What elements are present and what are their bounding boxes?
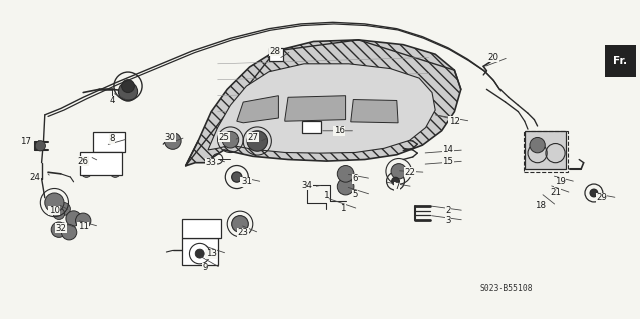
Text: 19: 19	[555, 177, 565, 186]
Circle shape	[82, 156, 91, 165]
Circle shape	[76, 213, 91, 228]
Text: Fr.: Fr.	[613, 56, 627, 66]
Text: 18: 18	[535, 201, 547, 210]
FancyBboxPatch shape	[605, 45, 636, 77]
Text: 14: 14	[442, 145, 454, 154]
Bar	[93, 132, 125, 152]
Circle shape	[111, 156, 120, 165]
Text: 34: 34	[301, 181, 313, 189]
Text: 17: 17	[20, 137, 31, 146]
Text: 16: 16	[333, 126, 345, 135]
Polygon shape	[237, 96, 278, 123]
Polygon shape	[351, 100, 398, 123]
Text: 31: 31	[241, 177, 252, 186]
Text: 22: 22	[404, 168, 415, 177]
Text: 2: 2	[445, 206, 451, 215]
Text: 32: 32	[55, 224, 67, 233]
Circle shape	[590, 189, 598, 197]
Circle shape	[58, 203, 70, 215]
Circle shape	[232, 216, 248, 232]
Circle shape	[391, 164, 406, 179]
Circle shape	[81, 167, 92, 177]
Text: 21: 21	[550, 189, 561, 197]
Bar	[182, 219, 221, 238]
Text: 26: 26	[77, 157, 89, 166]
Circle shape	[35, 141, 45, 151]
Text: 13: 13	[205, 249, 217, 258]
Circle shape	[337, 178, 354, 195]
Text: 30: 30	[164, 133, 175, 142]
Circle shape	[195, 249, 204, 258]
Circle shape	[45, 193, 64, 212]
Bar	[269, 48, 283, 61]
Circle shape	[53, 208, 65, 219]
Text: 23: 23	[237, 228, 249, 237]
Text: 1: 1	[324, 191, 329, 200]
Text: 10: 10	[49, 206, 60, 215]
Text: 9: 9	[202, 263, 207, 272]
Circle shape	[164, 133, 181, 149]
Text: 27: 27	[247, 133, 259, 142]
Bar	[525, 131, 566, 169]
Text: 4: 4	[109, 96, 115, 105]
Text: 25: 25	[218, 133, 230, 142]
Text: 24: 24	[29, 173, 41, 182]
Circle shape	[247, 131, 268, 151]
Circle shape	[530, 137, 545, 153]
Text: 6: 6	[353, 174, 358, 183]
Text: 8: 8	[109, 134, 115, 143]
Text: 28: 28	[269, 47, 281, 56]
Bar	[80, 152, 122, 175]
Polygon shape	[208, 64, 435, 153]
Bar	[524, 131, 568, 172]
Circle shape	[122, 80, 134, 93]
Text: 5: 5	[353, 190, 358, 199]
Text: 33: 33	[205, 158, 217, 167]
Polygon shape	[186, 40, 461, 166]
Text: 1: 1	[340, 204, 345, 213]
Polygon shape	[285, 96, 346, 121]
Circle shape	[66, 211, 81, 226]
Text: 7: 7	[394, 182, 399, 191]
Text: 12: 12	[449, 117, 460, 126]
Circle shape	[51, 222, 67, 237]
Bar	[182, 238, 218, 265]
Circle shape	[337, 166, 354, 182]
Text: 15: 15	[442, 157, 454, 166]
Circle shape	[61, 225, 77, 240]
Circle shape	[222, 131, 239, 148]
Text: S023-B55108: S023-B55108	[480, 284, 534, 293]
Circle shape	[118, 82, 138, 101]
Circle shape	[392, 177, 399, 185]
Text: 29: 29	[596, 193, 607, 202]
Bar	[302, 121, 321, 133]
Circle shape	[232, 172, 242, 182]
Text: 20: 20	[487, 53, 499, 62]
Circle shape	[110, 167, 120, 177]
Text: 3: 3	[445, 216, 451, 225]
Text: 11: 11	[77, 222, 89, 231]
